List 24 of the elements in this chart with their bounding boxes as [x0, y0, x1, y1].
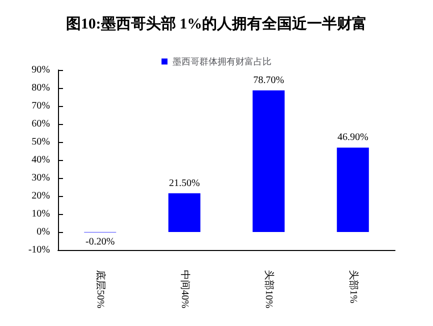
data-label: 46.90%: [337, 132, 368, 144]
data-label: 21.50%: [168, 178, 200, 189]
x-tick-label: 头部1%: [347, 270, 360, 304]
y-tick-label: 20%: [32, 190, 50, 202]
chart-title: 图10:墨西哥头部 1%的人拥有全国近一半财富: [66, 14, 368, 32]
y-tick-label: 60%: [32, 118, 50, 130]
x-tick-label: 中间40%: [178, 270, 191, 308]
x-tick-label: 头部10%: [263, 270, 276, 308]
y-tick-label: 10%: [32, 208, 50, 220]
y-tick-label: -10%: [28, 244, 50, 256]
y-tick-label: 40%: [32, 154, 50, 166]
bar: [168, 193, 200, 232]
y-tick-label: 50%: [32, 136, 50, 148]
y-tick-label: 90%: [32, 64, 50, 76]
data-label: -0.20%: [86, 236, 115, 248]
y-tick-label: 80%: [32, 82, 50, 94]
y-tick-label: 30%: [32, 172, 50, 184]
legend-label: 墨西哥群体拥有财富占比: [172, 56, 272, 66]
y-tick-label: 70%: [32, 100, 50, 112]
x-tick-label: 底层50%: [94, 270, 107, 308]
bar: [336, 148, 369, 232]
data-label: 78.70%: [253, 74, 284, 86]
y-tick-label: 0%: [36, 226, 50, 238]
bar: [252, 90, 285, 232]
